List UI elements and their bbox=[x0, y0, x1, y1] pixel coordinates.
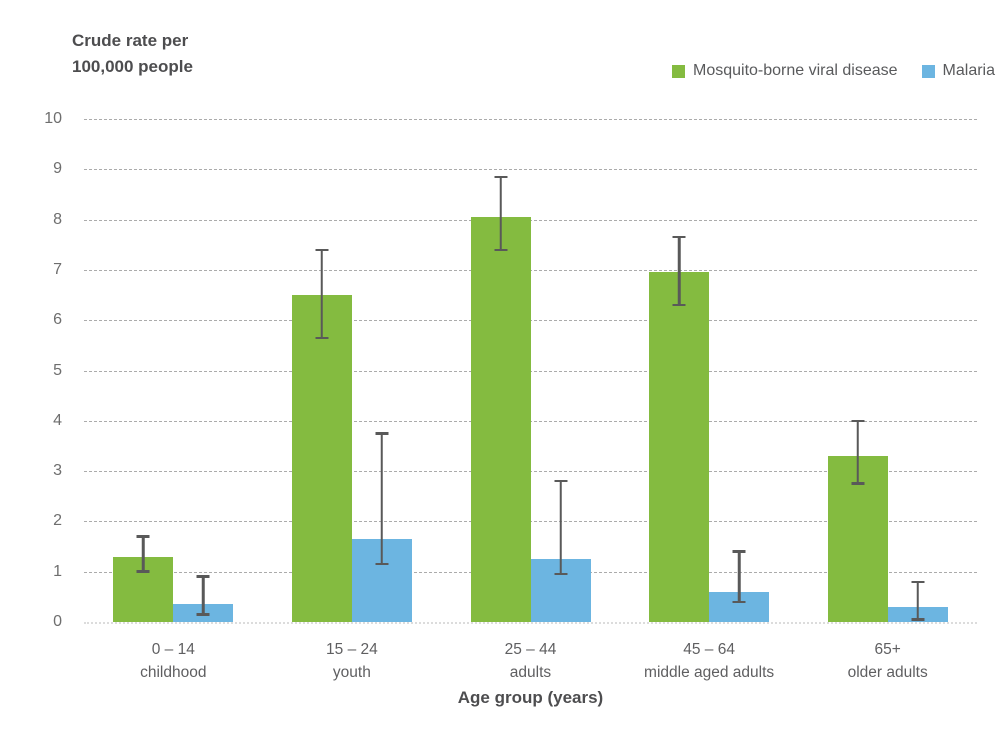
legend-item-mosquito: Mosquito-borne viral disease bbox=[671, 62, 898, 80]
x-category-name: middle aged adults bbox=[644, 664, 775, 681]
legend-swatch-mosquito-icon bbox=[671, 64, 685, 78]
malaria-error-cap-top-1 bbox=[375, 432, 389, 435]
mosquito-borne-viral-disease-error-cap-bottom-1 bbox=[315, 336, 329, 340]
gridline-y-9 bbox=[84, 169, 977, 171]
mosquito-borne-viral-disease-error-cap-bottom-2 bbox=[494, 248, 507, 252]
x-category-range: 25 – 44 bbox=[504, 641, 557, 658]
mosquito-borne-viral-disease-error-cap-bottom-4 bbox=[851, 482, 865, 485]
mosquito-borne-viral-disease-error-bar-0 bbox=[142, 536, 145, 572]
x-category-label-youth: 15 – 24 youth bbox=[263, 638, 442, 684]
x-category-name: adults bbox=[509, 664, 552, 681]
malaria-error-cap-bottom-3 bbox=[732, 600, 746, 604]
gridline-y-7 bbox=[84, 269, 977, 271]
mosquito-borne-viral-disease-error-cap-bottom-3 bbox=[672, 303, 686, 307]
mosquito-borne-viral-disease-error-bar-3 bbox=[677, 237, 681, 306]
malaria-error-cap-bottom-1 bbox=[375, 562, 389, 566]
legend-label-malaria: Malaria bbox=[942, 62, 995, 79]
malaria-error-cap-bottom-2 bbox=[554, 572, 567, 576]
legend-swatch-malaria-icon bbox=[921, 64, 935, 78]
gridline-y-6 bbox=[84, 320, 977, 322]
mosquito-borne-viral-disease-error-bar-2 bbox=[499, 176, 502, 250]
y-tick-label-1: 1 bbox=[53, 562, 62, 580]
x-axis-category-labels: 0 – 14 childhood 15 – 24 youth 25 – 44 adults… bbox=[84, 638, 977, 686]
malaria-error-bar-4 bbox=[916, 581, 919, 620]
malaria-error-bar-1 bbox=[380, 433, 384, 565]
mosquito-borne-viral-disease-bar-1 bbox=[291, 295, 352, 622]
y-tick-label-7: 7 bbox=[53, 260, 62, 278]
x-category-range: 45 – 64 bbox=[683, 641, 735, 658]
x-category-name: childhood bbox=[140, 664, 207, 681]
malaria-error-bar-2 bbox=[559, 481, 562, 575]
y-tick-label-9: 9 bbox=[53, 160, 62, 178]
gridline-y-2 bbox=[84, 521, 977, 523]
legend: Mosquito-borne viral disease Malaria bbox=[671, 62, 995, 80]
malaria-error-cap-top-2 bbox=[554, 479, 567, 483]
mosquito-borne-viral-disease-error-bar-4 bbox=[856, 420, 859, 484]
mosquito-borne-viral-disease-error-cap-top-0 bbox=[136, 535, 150, 538]
y-tick-label-10: 10 bbox=[44, 110, 62, 127]
mosquito-borne-viral-disease-error-cap-bottom-0 bbox=[136, 570, 150, 573]
mosquito-borne-viral-disease-bar-3 bbox=[649, 272, 710, 622]
x-category-name: older adults bbox=[847, 664, 928, 681]
legend-label-mosquito: Mosquito-borne viral disease bbox=[692, 62, 898, 79]
mosquito-borne-viral-disease-error-bar-1 bbox=[320, 249, 324, 338]
chart-title: Crude rate per 100,000 people bbox=[72, 31, 193, 76]
gridline-y-0 bbox=[84, 622, 977, 624]
malaria-error-cap-bottom-4 bbox=[911, 618, 925, 621]
y-tick-label-5: 5 bbox=[53, 361, 62, 379]
gridline-y-5 bbox=[84, 370, 977, 372]
mosquito-borne-viral-disease-error-cap-top-1 bbox=[315, 248, 329, 252]
gridline-y-10 bbox=[84, 119, 977, 120]
x-category-range: 15 – 24 bbox=[326, 641, 378, 658]
mosquito-borne-viral-disease-error-cap-top-3 bbox=[672, 235, 686, 239]
y-tick-label-8: 8 bbox=[53, 210, 62, 228]
y-axis-tick-labels: 0 1 2 3 4 5 6 7 8 9 10 bbox=[24, 110, 62, 630]
malaria-error-bar-3 bbox=[737, 551, 741, 602]
malaria-error-bar-0 bbox=[202, 576, 205, 615]
mosquito-borne-viral-disease-error-cap-top-2 bbox=[494, 175, 507, 179]
x-category-label-childhood: 0 – 14 childhood bbox=[84, 638, 263, 684]
mosquito-borne-viral-disease-bar-2 bbox=[470, 217, 531, 622]
x-category-name: youth bbox=[332, 664, 371, 681]
x-category-label-adults: 25 – 44 adults bbox=[441, 638, 620, 684]
plot-area bbox=[84, 119, 977, 624]
malaria-error-cap-top-3 bbox=[732, 550, 746, 553]
x-category-range: 0 – 14 bbox=[151, 641, 195, 658]
mosquito-borne-viral-disease-error-cap-top-4 bbox=[851, 419, 865, 423]
gridline-y-8 bbox=[84, 219, 977, 221]
malaria-error-cap-top-0 bbox=[196, 575, 210, 578]
x-category-range: 65+ bbox=[874, 641, 901, 658]
y-tick-label-3: 3 bbox=[53, 462, 62, 480]
malaria-error-cap-bottom-0 bbox=[196, 613, 210, 616]
y-tick-label-2: 2 bbox=[53, 512, 62, 530]
x-axis-title: Age group (years) bbox=[457, 688, 604, 707]
y-tick-label-4: 4 bbox=[53, 411, 62, 429]
gridline-y-4 bbox=[84, 420, 977, 422]
gridline-y-3 bbox=[84, 471, 977, 473]
y-tick-label-0: 0 bbox=[53, 613, 62, 630]
malaria-error-cap-top-4 bbox=[911, 580, 925, 583]
x-category-label-older-adults: 65+ older adults bbox=[798, 638, 977, 684]
y-tick-label-6: 6 bbox=[53, 311, 62, 329]
x-category-label-middle-aged-adults: 45 – 64 middle aged adults bbox=[620, 638, 799, 684]
legend-item-malaria: Malaria bbox=[921, 62, 995, 80]
